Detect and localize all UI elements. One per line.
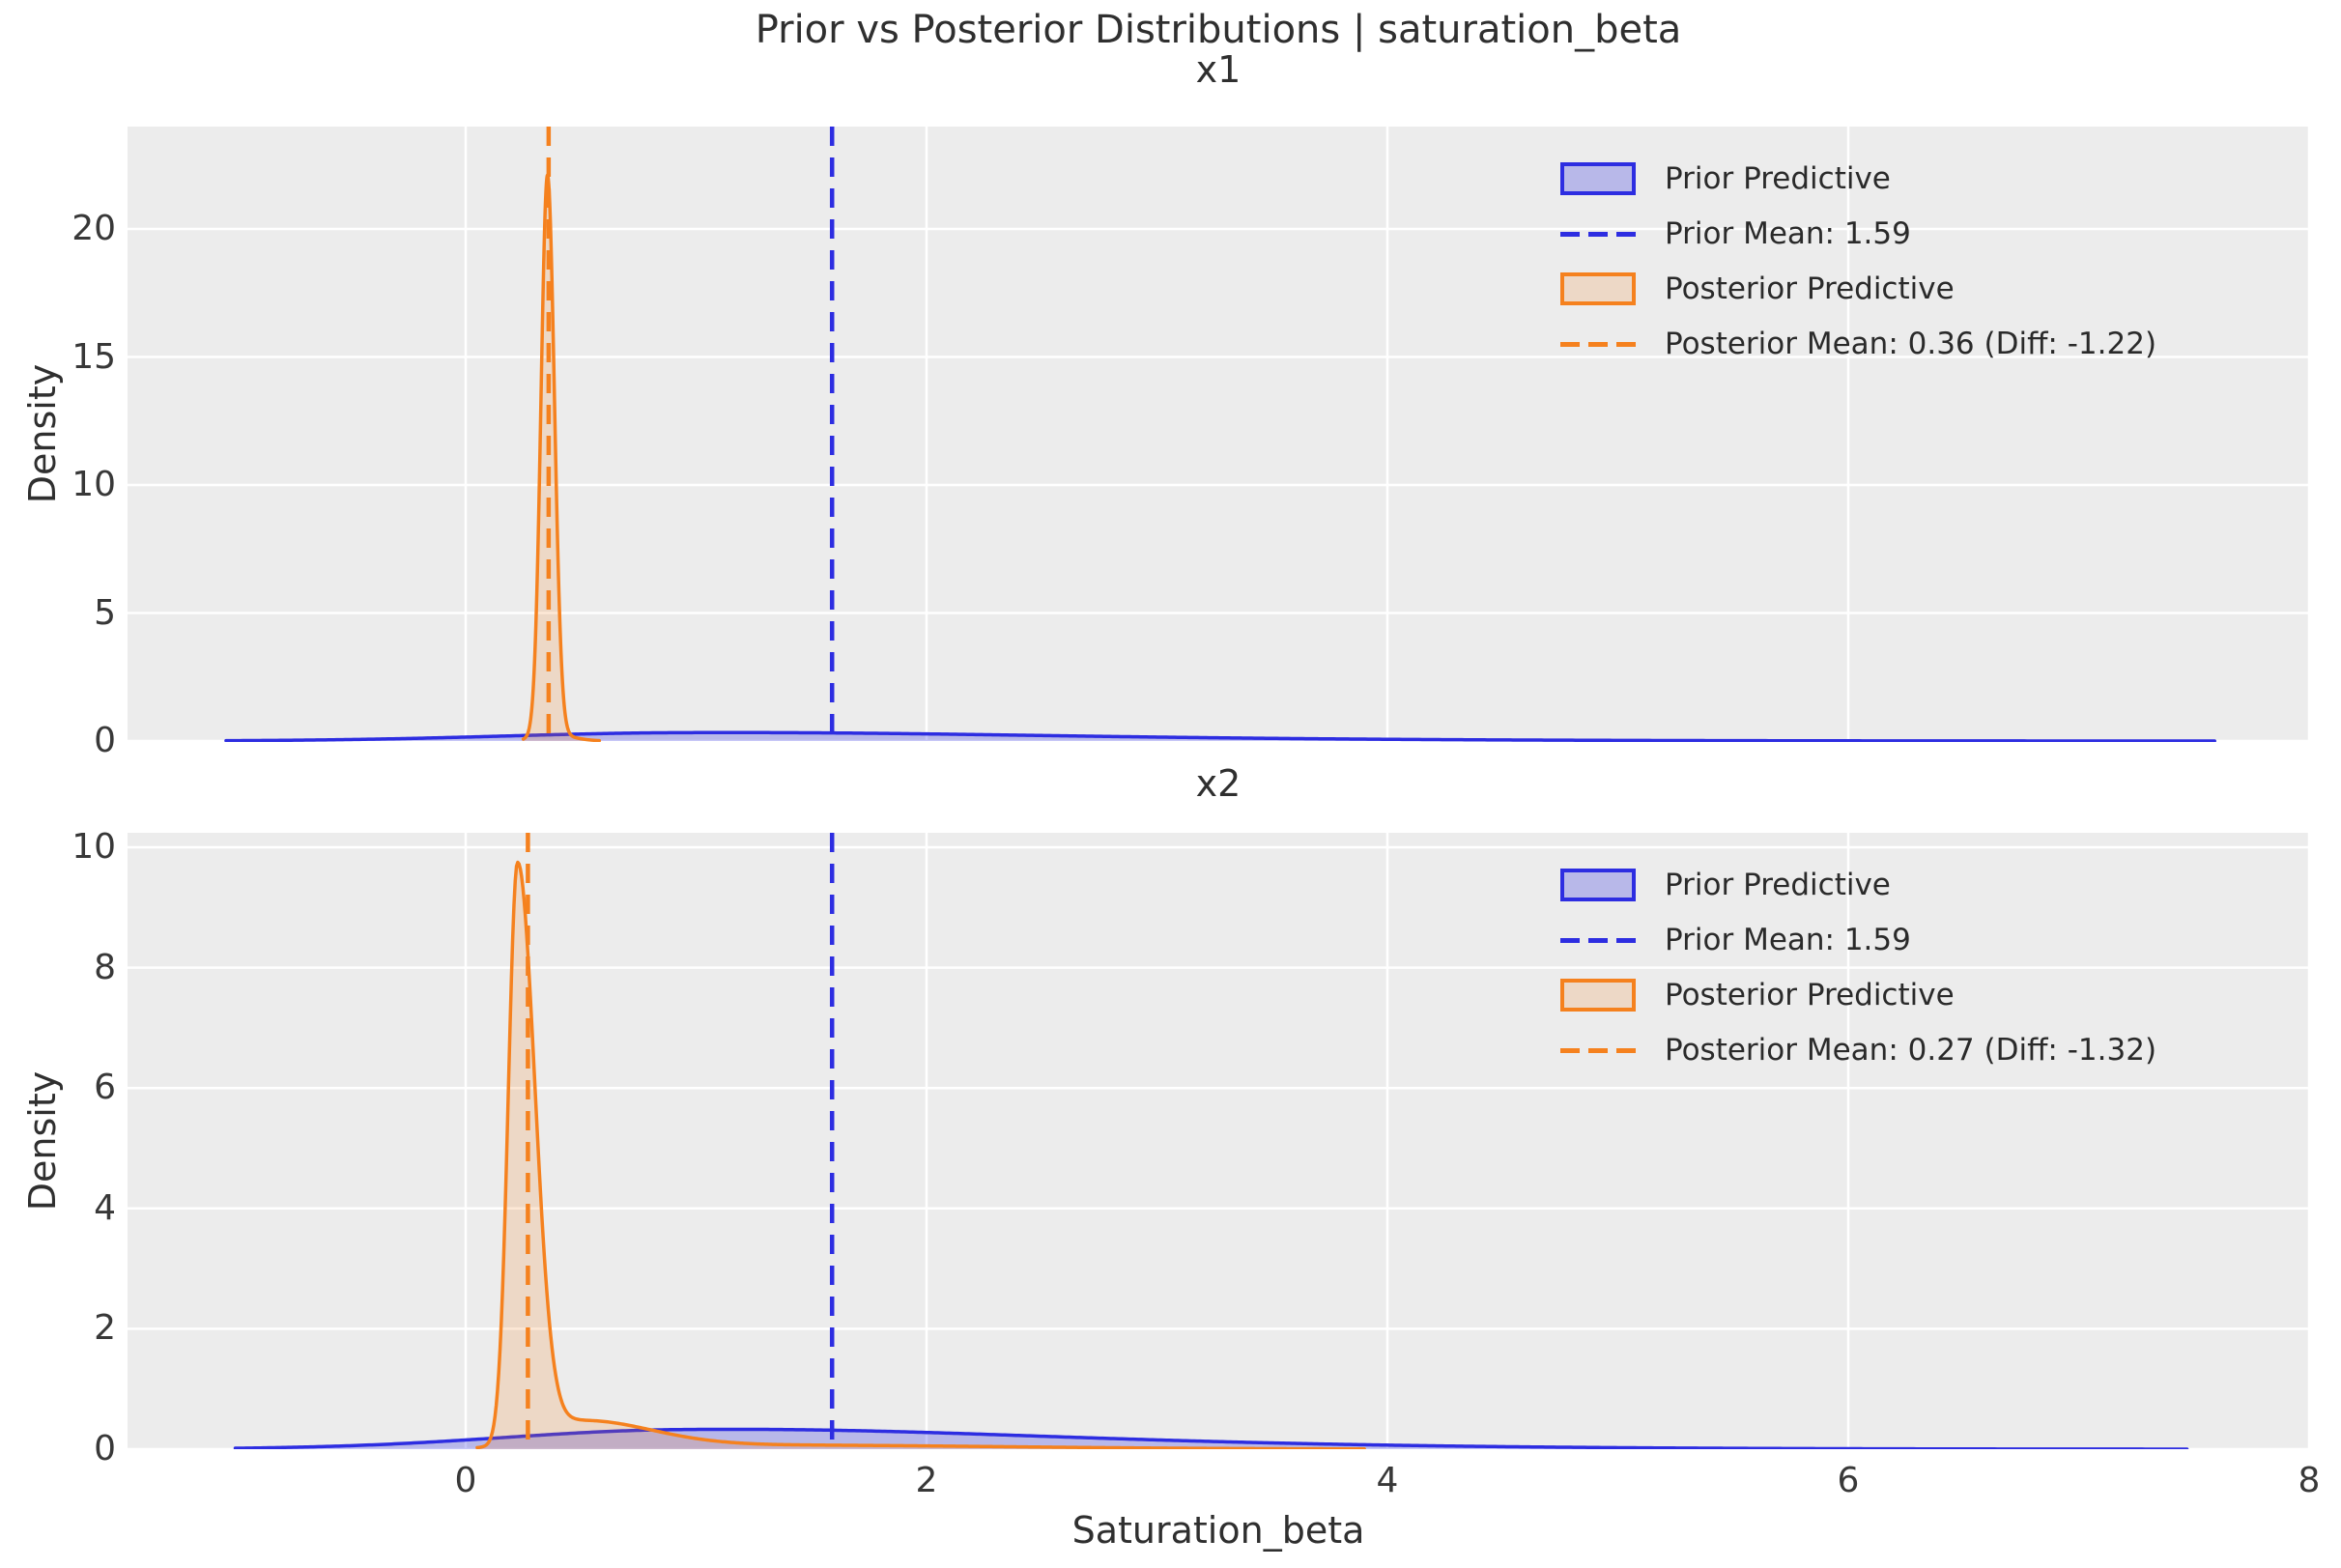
x-tick-label: 2	[915, 1461, 938, 1500]
legend-entry: Posterior Predictive	[1560, 271, 1955, 307]
legend-label: Posterior Mean: 0.36 (Diff: -1.22)	[1665, 327, 2157, 361]
y-tick-label: 6	[94, 1068, 116, 1108]
plot-canvas-x2	[128, 833, 2309, 1449]
y-tick-label: 2	[94, 1308, 116, 1349]
y-tick-label: 0	[94, 721, 116, 760]
y-tick-label: 4	[94, 1187, 116, 1228]
prior-dash-swatch	[1560, 231, 1636, 237]
y-tick-label: 5	[94, 592, 116, 633]
y-tick-label: 8	[94, 947, 116, 987]
prior-dash-swatch	[1560, 937, 1636, 943]
legend-entry: Posterior Mean: 0.27 (Diff: -1.32)	[1560, 1032, 2156, 1069]
legend-entry: Posterior Predictive	[1560, 977, 1955, 1013]
prior-patch-swatch	[1560, 162, 1636, 195]
legend-entry: Prior Mean: 1.59	[1560, 922, 1911, 958]
posterior-dash-swatch	[1560, 341, 1636, 347]
x-tick-label: 8	[2298, 1461, 2321, 1500]
legend-label: Prior Predictive	[1665, 161, 1891, 196]
posterior-dash-swatch	[1560, 1047, 1636, 1053]
subplot-title-x1: x1	[1195, 48, 1242, 91]
legend-label: Prior Predictive	[1665, 868, 1891, 902]
prior-patch-swatch	[1560, 869, 1636, 901]
plot-canvas-x1	[128, 127, 2309, 742]
legend-entry: Prior Predictive	[1560, 160, 1891, 197]
posterior-patch-swatch	[1560, 979, 1636, 1012]
legend-label: Prior Mean: 1.59	[1665, 216, 1911, 251]
posterior-patch-swatch	[1560, 272, 1636, 305]
legend-label: Posterior Predictive	[1665, 271, 1955, 306]
x-tick-label: 0	[454, 1461, 477, 1500]
legend-entry: Prior Mean: 1.59	[1560, 215, 1911, 252]
legend-label: Prior Mean: 1.59	[1665, 923, 1911, 957]
y-tick-label: 10	[71, 827, 116, 867]
plot-area-x1	[128, 127, 2309, 742]
y-tick-label: 15	[71, 336, 116, 377]
y-tick-label: 0	[94, 1429, 116, 1468]
y-tick-label: 20	[71, 209, 116, 248]
legend-label: Posterior Mean: 0.27 (Diff: -1.32)	[1665, 1033, 2157, 1068]
y-tick-label: 10	[71, 465, 116, 504]
x-axis-label: Saturation_beta	[1071, 1509, 1365, 1552]
x-tick-label: 4	[1376, 1461, 1399, 1500]
subplot-title-x2: x2	[1195, 762, 1242, 805]
legend-entry: Prior Predictive	[1560, 867, 1891, 903]
legend-entry: Posterior Mean: 0.36 (Diff: -1.22)	[1560, 326, 2156, 362]
plot-area-x2	[128, 833, 2309, 1449]
legend-label: Posterior Predictive	[1665, 978, 1955, 1012]
x-tick-label: 6	[1837, 1461, 1860, 1500]
figure-title: Prior vs Posterior Distributions | satur…	[755, 8, 1682, 52]
